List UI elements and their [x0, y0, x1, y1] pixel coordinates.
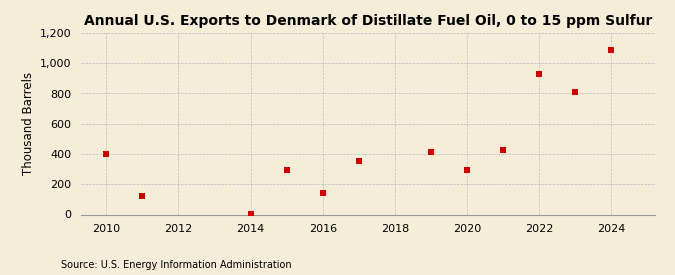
Point [245, 212, 256, 216]
Point [137, 194, 148, 199]
Point [534, 72, 545, 76]
Point [317, 190, 328, 195]
Text: Source: U.S. Energy Information Administration: Source: U.S. Energy Information Administ… [61, 260, 292, 270]
Point [101, 152, 111, 156]
Y-axis label: Thousand Barrels: Thousand Barrels [22, 72, 36, 175]
Title: Annual U.S. Exports to Denmark of Distillate Fuel Oil, 0 to 15 ppm Sulfur: Annual U.S. Exports to Denmark of Distil… [84, 14, 652, 28]
Point [606, 47, 617, 52]
Point [354, 159, 364, 163]
Point [497, 148, 508, 152]
Point [281, 168, 292, 172]
Point [570, 90, 580, 94]
Point [462, 168, 472, 172]
Point [426, 150, 437, 154]
